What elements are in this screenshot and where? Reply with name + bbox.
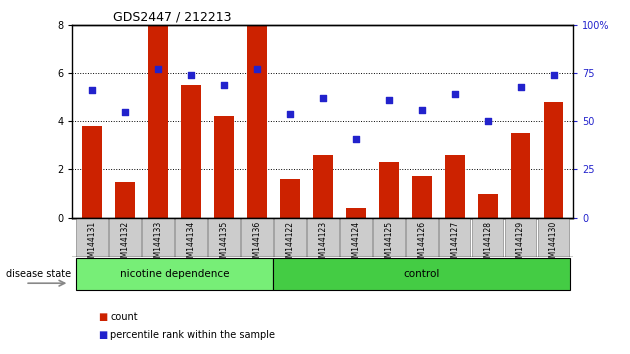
Point (186, 72, 196, 78)
Bar (274, 218, 306, 257)
Text: GSM144129: GSM144129 (516, 221, 525, 267)
Text: GDS2447 / 212213: GDS2447 / 212213 (113, 11, 232, 24)
Point (252, 66, 262, 72)
Text: nicotine dependence: nicotine dependence (120, 269, 229, 279)
Bar (544, 102, 563, 218)
Bar (439, 218, 471, 257)
Text: GSM144124: GSM144124 (352, 221, 360, 267)
Point (219, 82, 229, 87)
Bar (505, 218, 536, 257)
Text: GSM144130: GSM144130 (549, 221, 558, 267)
Bar (313, 155, 333, 218)
Text: count: count (110, 312, 138, 322)
Text: GSM144133: GSM144133 (154, 221, 163, 267)
Point (120, 109, 130, 114)
Point (153, 66, 163, 72)
Bar (412, 176, 432, 218)
Text: ■: ■ (98, 312, 107, 322)
Bar (83, 126, 102, 218)
Point (351, 136, 361, 142)
Bar (142, 218, 174, 257)
Text: control: control (404, 269, 440, 279)
Bar (273, 258, 570, 290)
Bar (379, 162, 399, 218)
Bar (181, 85, 201, 218)
Text: percentile rank within the sample: percentile rank within the sample (110, 330, 275, 339)
Bar (280, 179, 300, 218)
Text: GSM144125: GSM144125 (384, 221, 393, 267)
Point (483, 118, 493, 124)
Bar (307, 218, 339, 257)
Bar (538, 218, 570, 257)
Bar (373, 218, 404, 257)
Point (549, 72, 559, 78)
Bar (208, 218, 240, 257)
Bar (346, 208, 365, 218)
Bar (76, 258, 273, 290)
Text: disease state: disease state (6, 269, 71, 279)
Point (515, 84, 525, 89)
Bar (115, 182, 135, 218)
Point (416, 107, 427, 113)
Point (450, 91, 460, 97)
Bar (247, 25, 267, 218)
Text: GSM144136: GSM144136 (253, 221, 261, 267)
Text: ■: ■ (98, 330, 107, 339)
Point (318, 95, 328, 101)
Bar (110, 218, 141, 257)
Text: GSM144135: GSM144135 (219, 221, 229, 267)
Text: GSM144134: GSM144134 (186, 221, 195, 267)
Bar (406, 218, 438, 257)
Text: GSM144127: GSM144127 (450, 221, 459, 267)
Text: GSM144132: GSM144132 (121, 221, 130, 267)
Bar (445, 155, 464, 218)
Text: GSM144126: GSM144126 (417, 221, 427, 267)
Bar (511, 133, 530, 218)
Bar (340, 218, 372, 257)
Bar (478, 194, 498, 218)
Bar (175, 218, 207, 257)
Text: GSM144123: GSM144123 (318, 221, 328, 267)
Point (285, 111, 295, 116)
Text: GSM144131: GSM144131 (88, 221, 97, 267)
Text: GSM144122: GSM144122 (285, 221, 294, 267)
Point (384, 97, 394, 103)
Point (87, 87, 97, 93)
Bar (241, 218, 273, 257)
Text: GSM144128: GSM144128 (483, 221, 492, 267)
Bar (76, 218, 108, 257)
Bar (214, 116, 234, 218)
Bar (148, 25, 168, 218)
Bar (472, 218, 503, 257)
